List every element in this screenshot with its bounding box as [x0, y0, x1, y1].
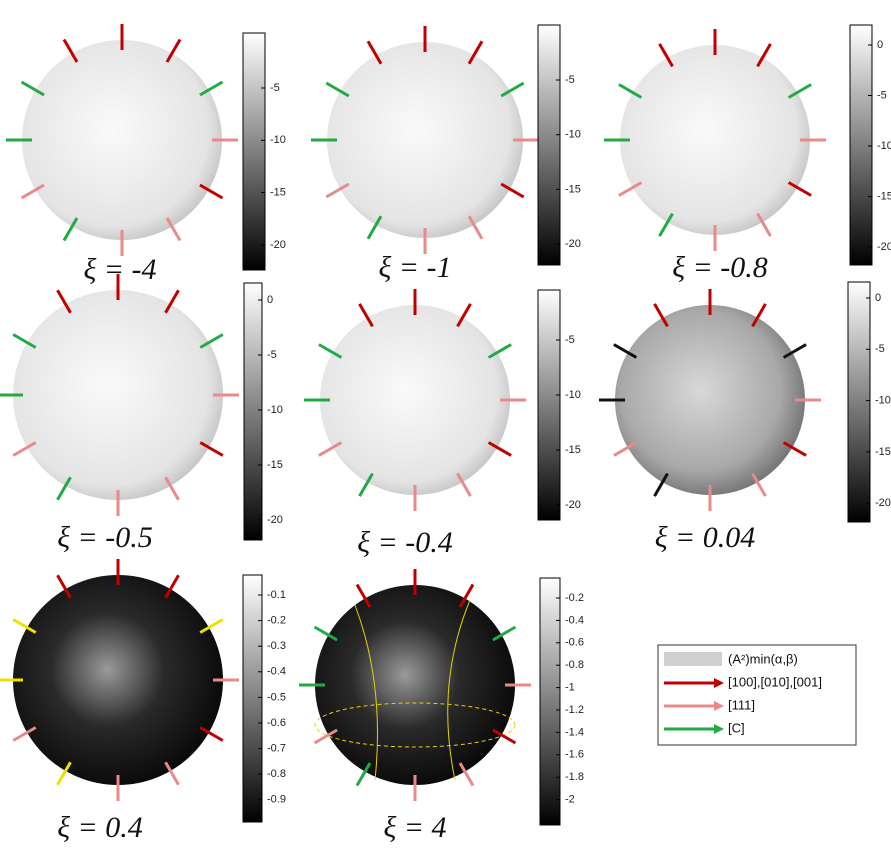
- colorbar-tick-label: -5: [877, 89, 887, 101]
- colorbar-tick-label: -20: [565, 499, 581, 511]
- colorbar-tick-label: -0.2: [267, 615, 286, 627]
- colorbar-tick-label: -10: [270, 134, 286, 146]
- colorbar: [848, 282, 870, 522]
- colorbar-tick-label: -0.2: [565, 592, 584, 604]
- panel: -5 -10 -15 -20 ξ = -4: [6, 24, 286, 286]
- caption: ξ = -0.4: [357, 526, 453, 559]
- colorbar-tick-label: -0.7: [267, 743, 286, 755]
- legend-label: [111]: [728, 697, 755, 712]
- legend-label: (A²)min(α,β): [728, 651, 798, 666]
- colorbar-tick-label: -20: [877, 241, 891, 253]
- colorbar-tick-label: -5: [875, 343, 885, 355]
- colorbar-tick-label: 0: [877, 39, 883, 51]
- colorbar-tick-label: -10: [267, 404, 283, 416]
- caption: ξ = 0.4: [57, 811, 143, 844]
- colorbar: [538, 290, 560, 520]
- colorbar-tick-label: -5: [267, 349, 277, 361]
- panel: 0 -5 -10 -15 -20 ξ = -0.5: [0, 274, 283, 554]
- colorbar-tick-label: -15: [270, 187, 286, 199]
- colorbar-tick-label: -5: [565, 74, 575, 86]
- colorbar-tick-label: -0.1: [267, 589, 286, 601]
- legend-label: [C]: [728, 720, 745, 735]
- panel: -0.1 -0.2 -0.3 -0.4 -0.5 -0.6 -0.7 -0.8 -0.9 ξ = …: [0, 559, 286, 844]
- colorbar-tick-label: -20: [270, 239, 286, 251]
- colorbar-tick-label: -10: [877, 140, 891, 152]
- caption: ξ = 0.04: [655, 521, 756, 554]
- colorbar-tick-label: -15: [877, 190, 891, 202]
- colorbar-tick-label: -20: [565, 238, 581, 250]
- colorbar: [850, 25, 872, 265]
- colorbar-tick-label: -0.4: [565, 614, 584, 626]
- colorbar: [540, 578, 560, 825]
- colorbar: [244, 283, 262, 540]
- colorbar: [538, 25, 560, 265]
- sphere-map: [320, 305, 510, 495]
- colorbar-tick-label: -2: [565, 794, 575, 806]
- colorbar-tick-label: -0.6: [267, 717, 286, 729]
- colorbar-tick-label: -10: [565, 389, 581, 401]
- colorbar-tick-label: -5: [565, 334, 575, 346]
- caption: ξ = -0.8: [672, 251, 768, 284]
- sphere-map: [615, 305, 805, 495]
- colorbar-tick-label: -15: [565, 444, 581, 456]
- colorbar-tick-label: -15: [875, 446, 891, 458]
- colorbar-tick-label: -0.5: [267, 691, 286, 703]
- sphere-map: [620, 45, 810, 235]
- colorbar-tick-label: 0: [267, 294, 273, 306]
- legend-label: [100],[010],[001]: [728, 674, 822, 689]
- colorbar-tick-label: -0.8: [565, 659, 584, 671]
- caption: ξ = -4: [83, 253, 156, 286]
- panel: 0 -5 -10 -15 -20 ξ = 0.04: [599, 282, 891, 554]
- colorbar-tick-label: -15: [267, 459, 283, 471]
- colorbar-tick-label: -1: [565, 682, 575, 694]
- colorbar-tick-label: -5: [270, 82, 280, 94]
- colorbar-tick-label: -1.2: [565, 704, 584, 716]
- colorbar-tick-label: -15: [565, 183, 581, 195]
- legend: (A²)min(α,β) [100],[010],[001] [111] [C]: [658, 645, 856, 745]
- sphere-map: [13, 575, 223, 785]
- caption: ξ = -0.5: [57, 521, 153, 554]
- caption: ξ = 4: [383, 811, 446, 844]
- colorbar-tick-label: -20: [875, 497, 891, 509]
- colorbar-tick-label: -20: [267, 514, 283, 526]
- colorbar-tick-label: -0.8: [267, 768, 286, 780]
- panel: -0.2 -0.4 -0.6 -0.8 -1 -1.2 -1.4 -1.6 -1.8 -2 ξ = …: [299, 569, 584, 844]
- sphere-map: [13, 290, 223, 500]
- panel: -5 -10 -15 -20 ξ = -1: [311, 25, 581, 284]
- colorbar: [243, 33, 265, 270]
- panel: 0 -5 -10 -15 -20 ξ = -0.8: [604, 25, 891, 284]
- colorbar-tick-label: -1.4: [565, 726, 584, 738]
- colorbar-tick-label: -0.3: [267, 640, 286, 652]
- colorbar-tick-label: -1.6: [565, 749, 584, 761]
- colorbar-tick-label: -10: [565, 129, 581, 141]
- colorbar-tick-label: -0.9: [267, 794, 286, 806]
- sphere-map: [22, 40, 222, 240]
- colorbar: [243, 575, 262, 822]
- panel: -5 -10 -15 -20 ξ = -0.4: [304, 289, 581, 559]
- legend-swatch: [664, 652, 722, 666]
- colorbar-tick-label: -0.6: [565, 637, 584, 649]
- sphere-map: [315, 585, 515, 785]
- figure: -5-10-15-20ξ = -4-5-10-15-20ξ = -10-5-10…: [0, 0, 891, 852]
- colorbar-tick-label: 0: [875, 292, 881, 304]
- colorbar-tick-label: -1.8: [565, 771, 584, 783]
- sphere-map: [327, 42, 523, 238]
- caption: ξ = -1: [378, 251, 451, 284]
- colorbar-tick-label: -0.4: [267, 666, 286, 678]
- colorbar-tick-label: -10: [875, 395, 891, 407]
